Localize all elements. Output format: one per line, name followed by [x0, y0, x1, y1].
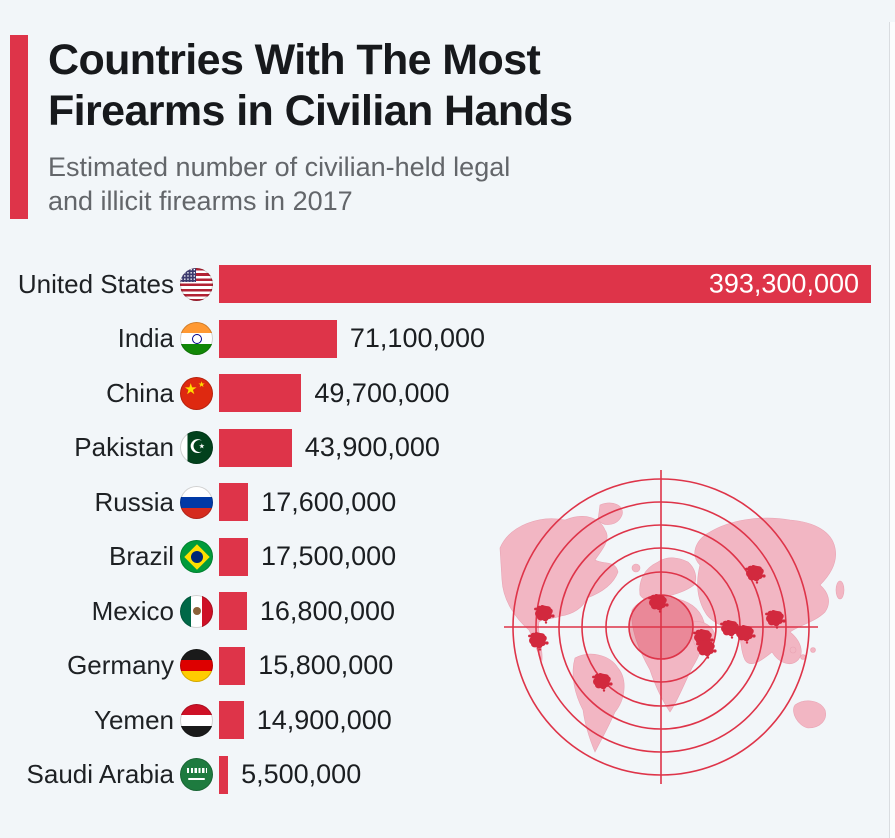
bar-row-germany: Germany 15,800,000 — [0, 646, 880, 685]
bar — [219, 592, 247, 630]
bar-row-china: China 49,700,000 — [0, 374, 880, 412]
bullet-splat-icon — [735, 625, 756, 644]
island-se-asia-1 — [789, 646, 797, 654]
bar-row-mexico: Mexico 16,800,000 — [0, 592, 880, 630]
country-label: China — [106, 377, 174, 408]
title-line-1: Countries With The Most — [48, 36, 541, 84]
value-label: 17,600,000 — [261, 486, 397, 517]
germany-flag-icon — [180, 649, 213, 682]
bar-row-russia: Russia 17,600,000 — [0, 483, 880, 521]
russia-flag-icon — [180, 485, 213, 519]
page-title: Countries With The Most Firearms in Civi… — [48, 35, 573, 136]
continent-south-america — [572, 653, 625, 753]
header: Countries With The Most Firearms in Civi… — [10, 35, 573, 219]
value-label: 71,100,000 — [349, 323, 486, 353]
bullet-splat-icon — [534, 605, 555, 624]
value-label: 49,700,000 — [314, 377, 450, 408]
bullet-splat-icon — [745, 565, 766, 584]
country-label: Pakistan — [74, 432, 174, 462]
brazil-flag-icon — [180, 540, 213, 573]
bar-track: 14,900,000 — [219, 701, 880, 739]
bar — [219, 701, 244, 739]
bar-row-brazil: Brazil 17,500,000 — [0, 537, 880, 576]
island-se-asia-3 — [810, 647, 816, 653]
right-edge-divider — [889, 22, 890, 838]
value-label: 17,500,000 — [261, 541, 397, 571]
country-label: Saudi Arabia — [26, 759, 174, 789]
subtitle-line-1: Estimated number of civilian-held legal — [48, 152, 511, 183]
bullet-splat-icon — [765, 610, 786, 629]
value-label: 14,900,000 — [256, 704, 392, 735]
country-label: Yemen — [94, 704, 174, 735]
bar-row-pakistan: Pakistan 43,900,000 — [0, 428, 880, 467]
china-flag-icon — [180, 376, 213, 410]
united-states-flag-icon — [180, 267, 213, 301]
saudi-arabia-flag-icon — [180, 758, 213, 791]
country-label: Russia — [94, 486, 174, 517]
country-label: Brazil — [108, 541, 174, 571]
country-label: United States — [17, 268, 174, 299]
title-line-2: Firearms in Civilian Hands — [48, 86, 573, 135]
continent-greenland — [597, 502, 623, 525]
bar — [219, 646, 246, 685]
bar-track: 17,600,000 — [219, 483, 880, 521]
right-edge-margin — [890, 22, 895, 838]
value-label: 16,800,000 — [259, 595, 396, 626]
island-japan — [835, 580, 845, 600]
bar — [219, 537, 248, 576]
bar — [219, 374, 302, 412]
bar-row-united-states: United States 393,300,000 — [0, 265, 880, 303]
bullet-splat-icon — [592, 673, 613, 692]
continent-australia — [793, 700, 826, 729]
target-overlay — [504, 470, 818, 784]
bar-track: 71,100,000 — [219, 319, 880, 358]
value-label: 15,800,000 — [258, 650, 394, 680]
bullet-splat-icon — [696, 640, 717, 659]
bar — [219, 428, 292, 467]
bar-row-saudi-arabia: Saudi Arabia 5,500,000 — [0, 755, 880, 794]
value-label: 43,900,000 — [304, 432, 440, 462]
bar-track: 17,500,000 — [219, 537, 880, 576]
yemen-flag-icon — [180, 703, 213, 737]
country-label: Germany — [67, 650, 174, 680]
bar-track: 16,800,000 — [219, 592, 880, 630]
bar-track: 5,500,000 — [219, 755, 880, 794]
subtitle: Estimated number of civilian-held legal … — [48, 151, 572, 217]
bar-row-yemen: Yemen 14,900,000 — [0, 701, 880, 739]
bar-track: 15,800,000 — [219, 646, 880, 685]
bar: 393,300,000 — [219, 265, 871, 303]
header-text: Countries With The Most Firearms in Civi… — [48, 35, 573, 219]
bar-track: 393,300,000 — [219, 265, 880, 303]
continent-asia — [694, 517, 836, 664]
title-accent-bar — [10, 35, 28, 219]
bar-chart: United States 393,300,000 India 71,100,0… — [0, 265, 880, 794]
subtitle-line-2: and illicit firearms in 2017 — [48, 185, 353, 216]
india-flag-icon — [180, 322, 213, 355]
pakistan-flag-icon — [180, 431, 213, 464]
country-label: Mexico — [91, 595, 174, 626]
bar-row-india: India 71,100,000 — [0, 319, 880, 358]
bar — [219, 755, 229, 794]
continent-africa — [631, 596, 706, 713]
country-label: India — [117, 323, 174, 353]
bullet-splat-icon — [528, 632, 549, 651]
bar-track: 43,900,000 — [219, 428, 880, 467]
bullet-splat-icon — [720, 620, 741, 639]
value-label: 5,500,000 — [241, 759, 362, 789]
world-target-graphic — [499, 470, 845, 784]
bar — [219, 319, 337, 358]
bar — [219, 483, 249, 521]
bullet-splat-icon — [648, 594, 669, 613]
bar-track: 49,700,000 — [219, 374, 880, 412]
mexico-flag-icon — [180, 594, 213, 628]
value-label: 393,300,000 — [708, 268, 859, 299]
island-uk — [631, 563, 641, 573]
